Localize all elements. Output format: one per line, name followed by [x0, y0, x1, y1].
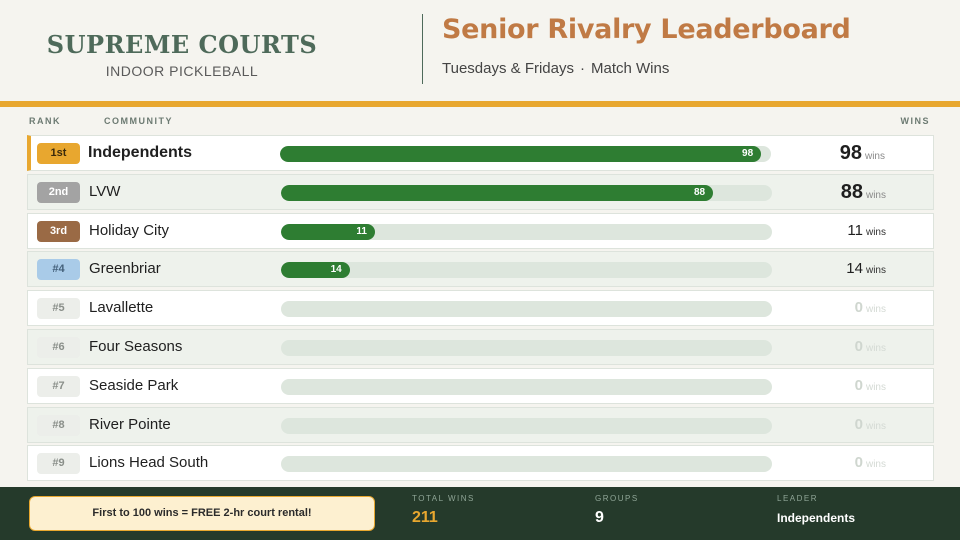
progress-track: [281, 417, 772, 434]
leaderboard-row: #7 Seaside Park 0 wins: [27, 367, 934, 404]
progress-value-label: 14: [330, 264, 342, 276]
wins-unit: wins: [865, 343, 886, 354]
wins-count: 14 wins: [788, 252, 886, 286]
progress-track: [281, 456, 772, 473]
header-divider: [422, 14, 423, 84]
wins-number: 88: [840, 180, 863, 203]
wins-unit: wins: [865, 381, 886, 393]
wins-number: 11: [847, 221, 863, 239]
community-name: Four Seasons: [89, 338, 183, 355]
header: SUPREME COURTS INDOOR PICKLEBALL Senior …: [0, 0, 960, 101]
wins-count: 0 wins: [788, 369, 886, 403]
stat-label: LEADER: [777, 494, 819, 503]
wins-unit: wins: [865, 189, 886, 201]
progress-fill: 11: [281, 223, 375, 240]
wins-unit: wins: [865, 226, 886, 238]
community-name: Seaside Park: [89, 376, 179, 394]
progress-value-label: 88: [693, 186, 706, 198]
rank-badge: #4: [37, 259, 80, 281]
progress-value-label: 11: [356, 225, 367, 237]
progress-track: 88: [281, 184, 772, 201]
brand-subtitle: INDOOR PICKLEBALL: [105, 63, 259, 79]
wins-number: 0: [854, 338, 863, 355]
rank-badge: 2nd: [37, 181, 80, 203]
wins-count: 0 wins: [788, 446, 886, 480]
wins-count: 0 wins: [788, 291, 886, 325]
rank-badge: #9: [37, 453, 80, 475]
footer-bar: First to 100 wins = FREE 2-hr court rent…: [0, 487, 960, 540]
wins-unit: wins: [865, 459, 886, 471]
wins-unit: wins: [865, 265, 886, 277]
wins-number: 98: [839, 142, 862, 164]
brand-title: SUPREME COURTS: [46, 30, 318, 59]
stat-total-wins: TOTAL WINS 211: [412, 494, 475, 527]
community-name: Greenbriar: [89, 260, 161, 278]
subtitle-separator: ·: [580, 60, 585, 77]
column-header-community: COMMUNITY: [104, 116, 173, 126]
stat-leader: LEADER Independents: [777, 494, 855, 525]
stat-value: Independents: [777, 511, 856, 525]
promo-banner: First to 100 wins = FREE 2-hr court rent…: [29, 496, 375, 531]
progress-track: 11: [281, 223, 772, 240]
leaderboard-row: #4 Greenbriar 14 14 wins: [27, 251, 934, 288]
stat-groups: GROUPS 9: [595, 494, 639, 527]
brand-logo: SUPREME COURTS INDOOR PICKLEBALL: [0, 30, 364, 79]
rank-badge: #7: [37, 375, 80, 397]
page-subtitle: Tuesdays & Fridays · Match Wins: [442, 60, 669, 77]
wins-number: 0: [854, 299, 863, 317]
progress-track: [281, 340, 772, 356]
community-name: Holiday City: [89, 221, 170, 239]
leaderboard-row: #5 Lavallette 0 wins: [27, 290, 934, 327]
column-header-rank: RANK: [29, 116, 61, 126]
wins-count: 11 wins: [788, 214, 886, 248]
progress-fill: 14: [281, 262, 350, 279]
column-header-wins: WINS: [900, 116, 930, 126]
progress-track: [281, 378, 772, 395]
wins-number: 14: [846, 260, 863, 278]
wins-count: 88 wins: [788, 175, 886, 209]
progress-track: 14: [281, 262, 772, 279]
accent-divider: [0, 101, 960, 107]
rank-badge: #8: [37, 414, 80, 436]
progress-fill: 98: [280, 146, 762, 162]
schedule-text: Tuesdays & Fridays: [442, 60, 574, 77]
leaderboard-row: 2nd LVW 88 88 wins: [27, 173, 934, 210]
stat-value: 211: [412, 509, 438, 526]
wins-unit: wins: [865, 420, 886, 432]
rank-badge: #5: [37, 298, 80, 320]
progress-value-label: 98: [742, 148, 754, 159]
rank-badge: 3rd: [37, 220, 80, 242]
leaderboard-row: 1st Independents 98 98 wins: [27, 135, 934, 171]
leaderboard-row: #6 Four Seasons 0 wins: [27, 329, 934, 365]
wins-number: 0: [854, 376, 863, 394]
wins-count: 0 wins: [788, 330, 886, 364]
leaderboard-row: 3rd Holiday City 11 11 wins: [27, 212, 934, 249]
progress-track: [281, 301, 772, 318]
page-title: Senior Rivalry Leaderboard: [442, 14, 851, 45]
progress-track: 98: [280, 146, 771, 162]
wins-count: 0 wins: [788, 408, 886, 442]
progress-fill: 88: [281, 184, 714, 201]
wins-number: 0: [854, 454, 863, 472]
community-name: Lions Head South: [89, 454, 209, 472]
metric-text: Match Wins: [591, 60, 670, 77]
community-name: Lavallette: [89, 299, 154, 317]
wins-number: 0: [854, 415, 863, 433]
wins-unit: wins: [864, 151, 885, 162]
stat-label: GROUPS: [595, 494, 639, 503]
wins-count: 98 wins: [787, 136, 885, 170]
rank-badge: 1st: [37, 143, 80, 164]
leaderboard-row: #8 River Pointe 0 wins: [27, 406, 934, 443]
community-name: LVW: [89, 182, 121, 200]
rank-badge: #6: [37, 337, 80, 358]
community-name: Independents: [88, 144, 193, 161]
community-name: River Pointe: [89, 415, 171, 433]
wins-unit: wins: [865, 304, 886, 316]
stat-value: 9: [595, 509, 604, 526]
leaderboard-row: #9 Lions Head South 0 wins: [27, 445, 934, 482]
stat-label: TOTAL WINS: [412, 494, 475, 503]
